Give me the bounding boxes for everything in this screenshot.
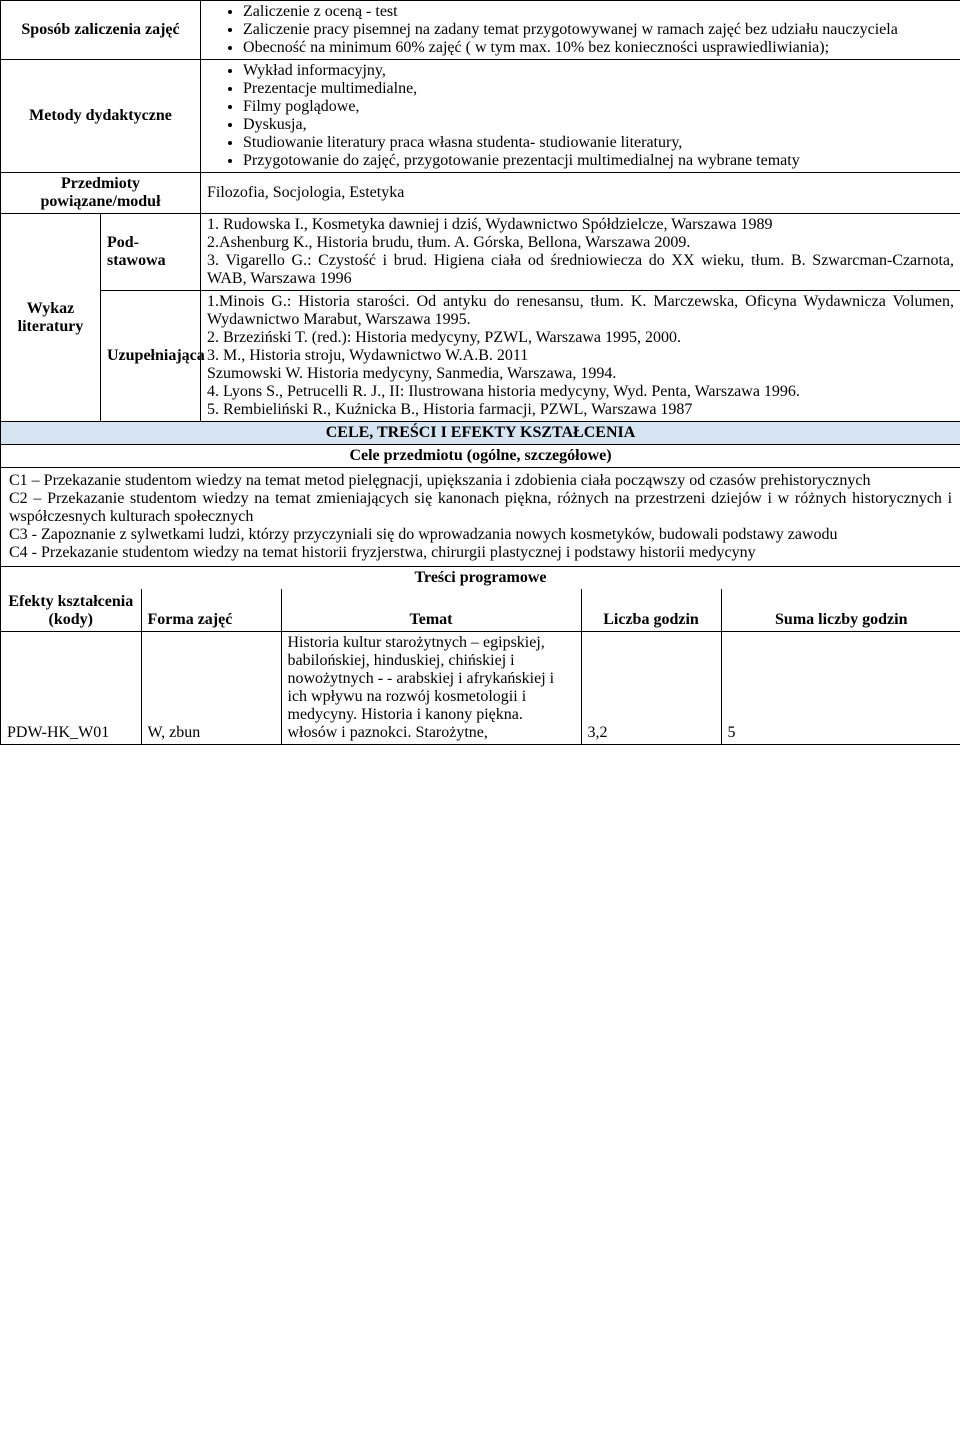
lit-podstawowa-label: Pod-stawowa <box>101 214 201 291</box>
bullet-item: Przygotowanie do zajęć, przygotowanie pr… <box>243 152 954 170</box>
lit-uzupelniajaca-label: Uzupełniająca <box>101 291 201 422</box>
th-efekty: Efekty kształcenia (kody) <box>1 589 141 632</box>
bullet-item: Wykład informacyjny, <box>243 62 954 80</box>
th-liczba: Liczba godzin <box>581 589 721 632</box>
row-label-sposob: Sposób zaliczenia zajęć <box>1 1 201 60</box>
th-forma: Forma zajęć <box>141 589 281 632</box>
th-temat: Temat <box>281 589 581 632</box>
th-suma: Suma liczby godzin <box>721 589 960 632</box>
row-content-przedmioty: Filozofia, Socjologia, Estetyka <box>201 173 960 214</box>
cell-temat: Historia kultur starożytnych – egipskiej… <box>281 632 581 745</box>
bullet-item: Filmy poglądowe, <box>243 98 954 116</box>
bullet-item: Dyskusja, <box>243 116 954 134</box>
bullet-item: Obecność na minimum 60% zajęć ( w tym ma… <box>243 39 954 57</box>
bullet-item: Prezentacje multimedialne, <box>243 80 954 98</box>
cele-header: Cele przedmiotu (ogólne, szczegółowe) <box>1 445 960 468</box>
cell-forma: W, zbun <box>141 632 281 745</box>
row-label-literatura: Wykaz literatury <box>1 214 101 422</box>
bullet-item: Studiowanie literatury praca własna stud… <box>243 134 954 152</box>
cell-efekty: PDW-HK_W01 <box>1 632 141 745</box>
lit-podstawowa-text: 1. Rudowska I., Kosmetyka dawniej i dziś… <box>201 214 960 291</box>
row-content-metody: Wykład informacyjny, Prezentacje multime… <box>201 60 960 173</box>
lit-uzupelniajaca-text: 1.Minois G.: Historia starości. Od antyk… <box>201 291 960 422</box>
row-content-sposob: Zaliczenie z oceną - test Zaliczenie pra… <box>201 1 960 60</box>
cell-suma: 5 <box>721 632 960 745</box>
cell-liczba: 3,2 <box>581 632 721 745</box>
bullet-item: Zaliczenie pracy pisemnej na zadany tema… <box>243 21 954 39</box>
bullet-item: Zaliczenie z oceną - test <box>243 3 954 21</box>
section-header-cele: CELE, TREŚCI I EFEKTY KSZTAŁCENIA <box>1 422 960 445</box>
row-label-przedmioty: Przedmioty powiązane/moduł <box>1 173 201 214</box>
syllabus-table: Sposób zaliczenia zajęć Zaliczenie z oce… <box>0 0 960 745</box>
row-label-metody: Metody dydaktyczne <box>1 60 201 173</box>
program-table: Efekty kształcenia (kody) Forma zajęć Te… <box>1 589 960 744</box>
tresci-header: Treści programowe <box>1 567 960 590</box>
cele-text: C1 – Przekazanie studentom wiedzy na tem… <box>1 468 960 567</box>
